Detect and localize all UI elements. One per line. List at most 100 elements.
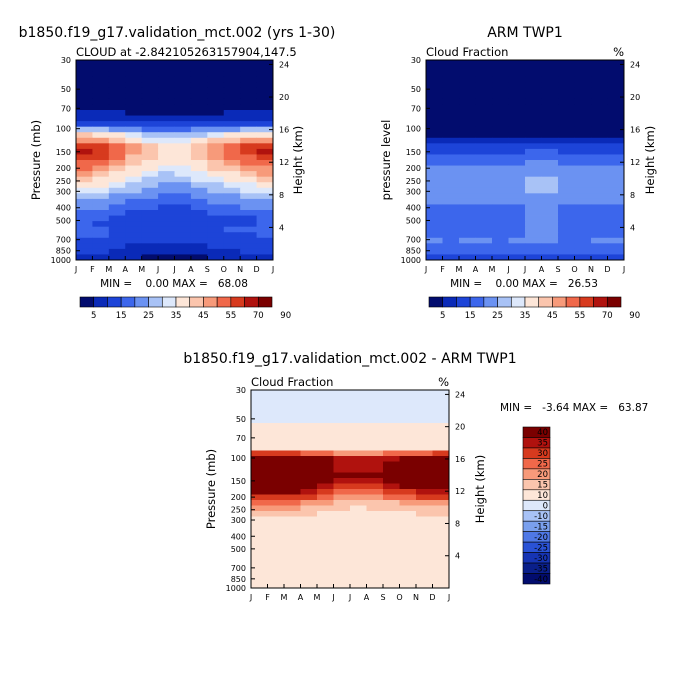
heatmap-cell	[607, 176, 625, 183]
heatmap-cell	[591, 182, 608, 189]
heatmap-cell	[284, 461, 301, 468]
colorbar-swatch	[497, 296, 512, 308]
heatmap-cell	[174, 221, 192, 228]
heatmap-cell	[251, 582, 268, 589]
heatmap-cell	[383, 439, 400, 446]
heatmap-cell	[399, 445, 417, 451]
heatmap-cell	[426, 132, 443, 139]
heatmap-cell	[442, 182, 460, 189]
heatmap-cell	[416, 555, 433, 561]
heatmap-cell	[541, 87, 559, 94]
panel1-title: b1850.f19_g17.validation_mct.002 (yrs 1-…	[19, 25, 336, 41]
heatmap-cell	[508, 176, 526, 183]
heatmap-cell	[125, 132, 143, 139]
heatmap-cell	[558, 193, 575, 200]
heatmap-cell	[256, 221, 274, 228]
heatmap-cell	[475, 198, 493, 205]
heatmap-cell	[174, 171, 192, 178]
heatmap-cell	[251, 461, 268, 468]
heatmap-cell	[92, 187, 110, 194]
heatmap-cell	[300, 478, 318, 484]
heatmap-cell	[432, 544, 450, 550]
heatmap-cell	[251, 450, 268, 457]
heatmap-cell	[300, 450, 318, 457]
heatmap-cell	[158, 110, 175, 116]
heatmap-cell	[426, 115, 443, 122]
heatmap-cell	[399, 538, 417, 545]
heatmap-cell	[591, 165, 608, 172]
heatmap-cell	[267, 505, 285, 512]
heatmap-cell	[158, 171, 175, 178]
heatmap-cell	[108, 60, 126, 66]
heatmap-cell	[426, 60, 443, 66]
heatmap-cell	[383, 401, 400, 407]
heatmap-cell	[607, 210, 625, 216]
heatmap-cell	[267, 549, 285, 556]
heatmap-cell	[223, 210, 241, 216]
heatmap-cell	[300, 544, 318, 550]
heatmap-cell	[508, 121, 526, 128]
heatmap-cell	[207, 115, 225, 122]
heatmap-cell	[125, 143, 143, 150]
heatmap-cell	[459, 65, 476, 72]
y-tick-label: 500	[231, 545, 246, 554]
heatmap-cell	[284, 390, 301, 396]
heatmap-cell	[108, 115, 126, 122]
y-right-tick-label: 20	[455, 423, 465, 432]
heatmap-cell	[333, 434, 351, 440]
heatmap-cell	[333, 582, 351, 589]
heatmap-cell	[284, 560, 301, 567]
heatmap-cell	[223, 221, 241, 228]
heatmap-cell	[492, 160, 509, 166]
heatmap-cell	[350, 538, 367, 545]
heatmap-cell	[251, 439, 268, 446]
heatmap-cell	[432, 456, 450, 462]
y-tick-label: 850	[406, 247, 421, 256]
heatmap-cell	[591, 248, 608, 255]
heatmap-cell	[92, 182, 110, 189]
heatmap-cell	[558, 226, 575, 233]
heatmap-cell	[240, 254, 257, 261]
heatmap-cell	[125, 198, 143, 205]
heatmap-cell	[508, 148, 526, 155]
heatmap-cell	[223, 182, 241, 189]
heatmap-cell	[350, 483, 367, 490]
heatmap-cell	[432, 483, 450, 490]
heatmap-cell	[141, 76, 159, 83]
heatmap-cell	[492, 226, 509, 233]
heatmap-cell	[333, 461, 351, 468]
heatmap-cell	[492, 60, 509, 66]
heatmap-cell	[558, 232, 575, 239]
heatmap-cell	[190, 237, 208, 244]
heatmap-cell	[607, 226, 625, 233]
heatmap-cell	[256, 148, 274, 155]
heatmap-cell	[558, 176, 575, 183]
x-tick-label: M	[489, 265, 496, 274]
heatmap-cell	[125, 110, 143, 116]
heatmap-cell	[442, 171, 460, 178]
heatmap-cell	[558, 160, 575, 166]
heatmap-cell	[574, 132, 592, 139]
heatmap-cell	[108, 137, 126, 144]
heatmap-cell	[525, 93, 542, 100]
heatmap-cell	[158, 182, 175, 189]
heatmap-cell	[300, 500, 318, 506]
y-tick-label: 850	[56, 247, 71, 256]
x-tick-label: S	[380, 593, 385, 602]
heatmap-cell	[366, 406, 384, 413]
heatmap-cell	[141, 176, 159, 183]
heatmap-cell	[207, 110, 225, 116]
heatmap-cell	[350, 450, 367, 457]
y-tick-label: 50	[236, 415, 246, 424]
heatmap-cell	[432, 494, 450, 501]
heatmap-cell	[300, 582, 318, 589]
heatmap-cell	[141, 221, 159, 228]
heatmap-cell	[207, 154, 225, 161]
panel2-minmax: MIN = 0.00 MAX = 26.53	[450, 278, 598, 290]
heatmap-cell	[350, 533, 367, 539]
heatmap-cell	[350, 456, 367, 462]
heatmap-cell	[76, 104, 93, 111]
heatmap-cell	[223, 93, 241, 100]
heatmap-cell	[432, 560, 450, 567]
